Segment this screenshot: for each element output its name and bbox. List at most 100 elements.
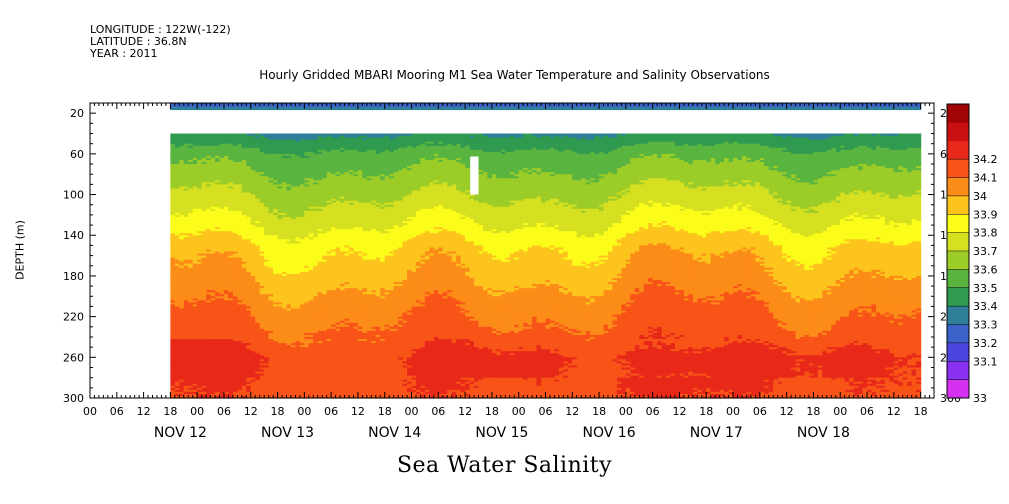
heatmap-cell [219,298,225,301]
heatmap-cell [241,304,247,308]
heatmap-cell [219,267,225,271]
heatmap-cell [317,143,323,147]
heatmap-cell [264,259,270,263]
heatmap-cell [282,151,288,155]
heatmap-cell [215,286,221,289]
heatmap-cell [264,280,270,283]
heatmap-cell [304,334,310,338]
heatmap-cell [255,284,261,287]
heatmap-cell [179,355,185,358]
heatmap-cell [174,103,180,108]
heatmap-cell [174,336,180,340]
heatmap-cell [246,172,252,175]
heatmap-cell [322,133,328,137]
heatmap-cell [317,353,323,356]
heatmap-cell [295,351,301,354]
heatmap-cell [317,330,323,334]
heatmap-cell [179,151,185,155]
heatmap-cell [223,332,230,336]
heatmap-cell [215,107,221,111]
heatmap-cell [290,314,297,318]
heatmap-cell [259,385,265,389]
heatmap-cell [241,339,247,342]
heatmap-cell [273,186,279,190]
heatmap-cell [813,103,819,108]
heatmap-cell [215,308,221,312]
heatmap-cell [290,155,297,159]
heatmap-cell [183,251,189,255]
heatmap-cell [268,282,274,285]
heatmap-cell [183,345,189,348]
heatmap-cell [223,194,230,198]
heatmap-cell [174,141,180,145]
heatmap-cell [282,373,288,377]
heatmap-cell [174,328,180,332]
heatmap-cell [286,259,292,263]
heatmap-cell [286,176,292,179]
heatmap-cell [295,143,301,147]
heatmap-cell [197,387,203,391]
heatmap-cell [250,292,256,295]
heatmap-cell [264,306,270,310]
heatmap-cell [170,292,176,295]
heatmap-cell [197,377,203,381]
heatmap-cell [210,176,216,179]
heatmap-cell [201,349,207,352]
heatmap-cell [299,375,305,379]
heatmap-cell [183,347,189,350]
heatmap-cell [313,259,319,263]
heatmap-cell [322,141,328,145]
heatmap-cell [179,284,185,287]
heatmap-cell [264,145,270,149]
heatmap-cell [183,206,189,210]
heatmap-cell [250,310,256,314]
heatmap-cell [246,247,252,251]
heatmap-cell [232,320,238,324]
heatmap-cell [183,328,189,332]
heatmap-cell [800,107,806,111]
heatmap-cell [313,178,319,181]
heatmap-cell [232,286,238,289]
heatmap-cell [183,159,189,163]
heatmap-cell [197,170,203,173]
heatmap-cell [505,107,511,111]
heatmap-cell [170,184,176,188]
heatmap-cell [268,298,274,301]
heatmap-cell [215,324,221,328]
heatmap-cell [273,387,279,391]
heatmap-cell [170,375,176,379]
heatmap-cell [174,166,180,169]
heatmap-cell [210,363,216,367]
heatmap-cell [232,251,238,255]
heatmap-cell [264,361,270,365]
heatmap-cell [326,103,332,108]
heatmap-cell [188,176,194,179]
heatmap-cell [197,241,203,244]
heatmap-cell [188,339,194,342]
heatmap-cell [246,178,252,181]
heatmap-cell [286,391,292,395]
heatmap-cell [282,265,288,269]
heatmap-cell [290,174,297,177]
heatmap-cell [277,214,283,218]
heatmap-cell [232,308,238,312]
heatmap-cell [241,393,247,397]
heatmap-cell [295,284,301,287]
heatmap-cell [219,223,225,226]
heatmap-cell [424,107,430,111]
heatmap-cell [304,324,310,328]
heatmap-cell [223,355,230,358]
heatmap-cell [246,316,252,320]
heatmap-cell [264,332,270,336]
heatmap-cell [304,345,310,348]
heatmap-cell [250,214,256,218]
heatmap-cell [268,375,274,379]
heatmap-cell [192,345,198,348]
heatmap-cell [192,280,198,283]
heatmap-cell [246,280,252,283]
heatmap-cell [299,359,305,362]
heatmap-cell [215,235,221,238]
heatmap-cell [174,351,180,354]
heatmap-cell [295,359,301,362]
heatmap-cell [197,300,203,303]
